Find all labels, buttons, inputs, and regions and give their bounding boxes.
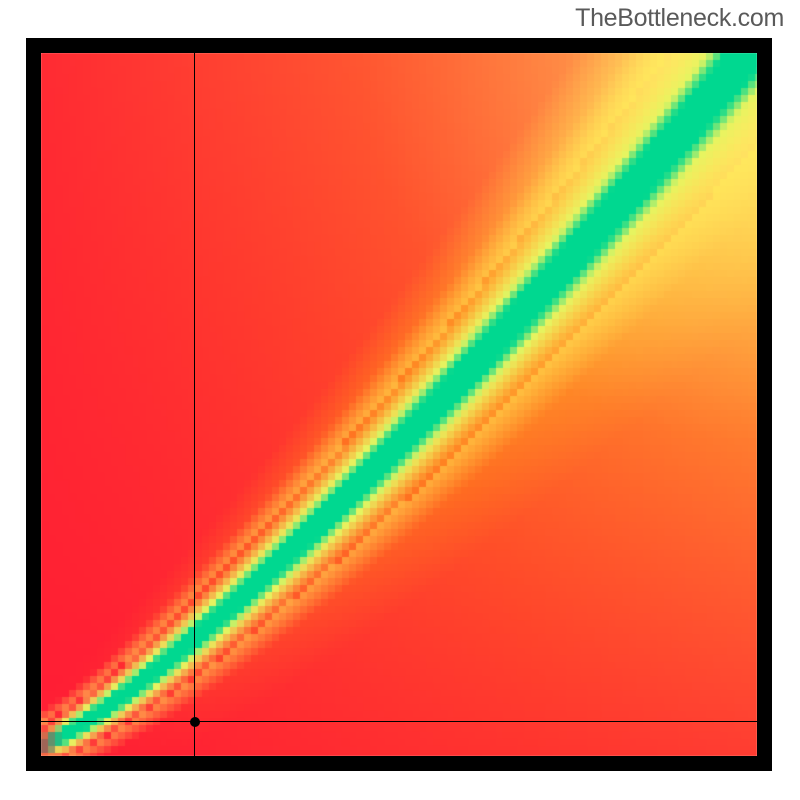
bottleneck-heatmap-root: TheBottleneck.com xyxy=(0,0,800,800)
watermark-text: TheBottleneck.com xyxy=(575,4,784,33)
heatmap-canvas xyxy=(0,0,800,800)
